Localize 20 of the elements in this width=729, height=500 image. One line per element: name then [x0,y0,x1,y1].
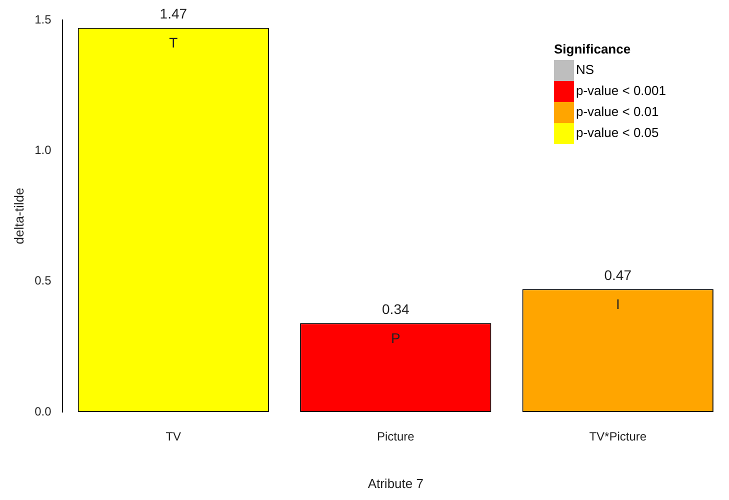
annotation: I [616,296,620,312]
annotation: P [390,330,400,346]
legend-title: Significance [554,42,631,57]
data-label: 0.34 [382,301,410,318]
x-tick-label: TV [166,430,182,444]
data-label: 1.47 [160,6,188,22]
legend-label: NS [576,62,594,78]
x-axis-title: Atribute 7 [368,476,424,491]
data-label: 0.47 [604,267,632,284]
legend-label: p-value < 0.001 [576,83,666,98]
x-tick-label: Picture [376,430,415,444]
x-tick-label: TV*Picture [589,430,647,444]
y-axis-title: delta-tilde [11,188,26,244]
annotation: T [169,34,178,51]
y-tick-label: 1.0 [34,142,52,157]
y-tick-label: 0.5 [34,274,52,288]
y-tick-label: 0.0 [34,404,52,418]
legend-label: p-value < 0.01 [576,104,659,120]
y-tick-label: 1.5 [34,12,52,26]
legend-label: p-value < 0.05 [576,125,659,140]
